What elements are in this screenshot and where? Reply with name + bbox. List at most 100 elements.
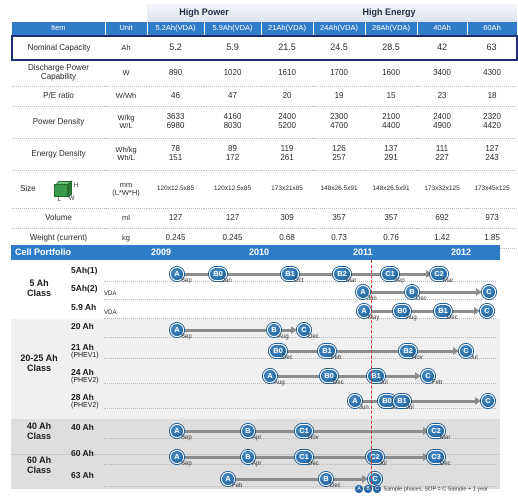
milestone-pin: C2 <box>430 267 448 281</box>
row-guide <box>104 281 496 282</box>
value-cell: 148x26.5x91 <box>365 170 418 209</box>
milestone-month: Sep <box>181 435 192 441</box>
value-cell: 119 261 <box>261 138 314 171</box>
milestone-pin: A <box>263 369 277 383</box>
product-name: 20 Ah <box>71 321 94 331</box>
milestone-month: Aug <box>278 334 289 340</box>
group-high-power: High Power <box>147 4 262 22</box>
value-cell: 126 257 <box>313 138 366 171</box>
value-cell: 357 <box>313 208 366 229</box>
unit-cell: W/Wh <box>105 86 147 107</box>
column-header: 5.2Ah(VDA) <box>147 22 205 36</box>
milestone-month: Sep <box>394 278 405 284</box>
product-row-label: 63 Ah <box>71 471 94 480</box>
value-cell: 1600 <box>365 60 418 87</box>
dim-label: H <box>73 183 79 189</box>
milestone-month: Dec <box>333 380 344 386</box>
value-cell: 173x21x85 <box>261 170 314 209</box>
milestone-pin: A <box>221 472 235 486</box>
value-cell: 120x12.5x85 <box>204 170 262 209</box>
product-name: 28 Ah <box>71 392 94 402</box>
product-row-label: 21 Ah (PHEV1) <box>71 343 99 359</box>
milestone-month: Feb <box>331 355 342 361</box>
milestone-month: Jul <box>470 355 478 361</box>
year-label: 2011 <box>353 247 373 257</box>
row-label: P/E ratio <box>12 86 105 107</box>
row-guide <box>104 408 496 409</box>
value-cell: 42 <box>417 35 468 61</box>
value-cell: 47 <box>204 86 262 107</box>
value-cell: 4160 8030 <box>204 106 262 139</box>
row-label: Power Density <box>12 106 105 139</box>
milestone-pin: B0 <box>393 304 411 318</box>
product-name: 63 Ah <box>71 470 94 480</box>
milestone-month: Sep <box>181 278 192 284</box>
milestone-month: Sep <box>181 461 192 467</box>
product-row-label: 40 Ah <box>71 423 94 432</box>
timeline-arrow <box>278 347 459 355</box>
row-guide <box>104 438 496 439</box>
product-row-label: 24 Ah (PHEV2) <box>71 368 99 384</box>
unit-cell: W/kg W/L <box>105 106 147 139</box>
milestone-month: Oct <box>294 278 304 284</box>
row-guide <box>104 383 496 384</box>
column-header: Item <box>12 22 106 36</box>
group-high-energy: High Energy <box>261 4 518 22</box>
value-cell: 78 151 <box>147 138 204 171</box>
product-note: (PHEV2) <box>71 376 99 384</box>
value-cell: 890 <box>147 60 204 87</box>
milestone-pin: C2 <box>366 450 384 464</box>
milestone-month: Apr <box>252 435 262 441</box>
year-label: 2012 <box>451 247 472 257</box>
row-label: Energy Density <box>12 138 105 171</box>
unit-cell: ml <box>105 208 147 229</box>
class-label: 5 Ah Class <box>26 278 52 299</box>
product-row-label: 5Ah(2) <box>71 284 97 293</box>
column-header: 28Ah(VDA) <box>365 22 418 36</box>
value-cell: 46 <box>147 86 204 107</box>
spec-table: High Power High Energy Item Unit 5.2Ah(VDA… <box>11 4 518 249</box>
milestone-pin: A <box>348 394 362 408</box>
product-note: VDA <box>104 310 117 316</box>
timeline-arrow <box>364 307 480 315</box>
product-row-label: 20 Ah <box>71 322 94 331</box>
value-cell: 973 <box>467 208 518 229</box>
value-cell: 5.2 <box>147 35 204 61</box>
milestone-month: Aug <box>274 380 285 386</box>
milestone-pin: B <box>319 472 333 486</box>
legend-pin: B <box>364 485 372 493</box>
table-row: Discharge Power Capability W 890 1020 1610 17… <box>12 60 518 87</box>
value-cell: 24.5 <box>313 35 366 61</box>
milestone-pin: A <box>356 285 370 299</box>
product-name: 5.9 Ah <box>71 302 97 312</box>
value-cell: 2400 5200 <box>261 106 314 139</box>
class-label: 40 Ah Class <box>26 421 52 442</box>
portfolio-title: Cell Portfolio <box>15 247 71 257</box>
timeline-arrow <box>177 326 297 334</box>
timeline-header: Cell Portfolio 2009 2010 2011 2012 <box>11 245 500 260</box>
milestone-pin: B2 <box>399 344 417 358</box>
table-row: P/E ratio W/Wh 46 47 20 19 15 23 18 <box>12 86 518 107</box>
milestone-pin: C3 <box>427 450 445 464</box>
row-label: Nominal Capacity <box>11 35 105 61</box>
milestone-pin: A <box>357 304 371 318</box>
milestone-pin: C1 <box>295 424 313 438</box>
row-label: Volume <box>12 208 105 229</box>
milestone-pin: B <box>267 323 281 337</box>
column-header: 21Ah(VDA) <box>261 22 314 36</box>
row-guide <box>104 464 496 465</box>
value-cell: 1700 <box>313 60 366 87</box>
milestone-pin: B0 <box>269 344 287 358</box>
milestone-month: Jul <box>379 461 387 467</box>
value-cell: 28.5 <box>365 35 418 61</box>
value-cell: 5.9 <box>204 35 262 61</box>
value-cell: 3400 <box>417 60 468 87</box>
current-date-marker <box>371 260 372 489</box>
milestone-pin: A <box>170 424 184 438</box>
milestone-pin: C <box>482 285 496 299</box>
column-header: 60Ah <box>467 22 518 36</box>
milestone-pin: B0 <box>320 369 338 383</box>
value-cell: 18 <box>467 86 518 107</box>
